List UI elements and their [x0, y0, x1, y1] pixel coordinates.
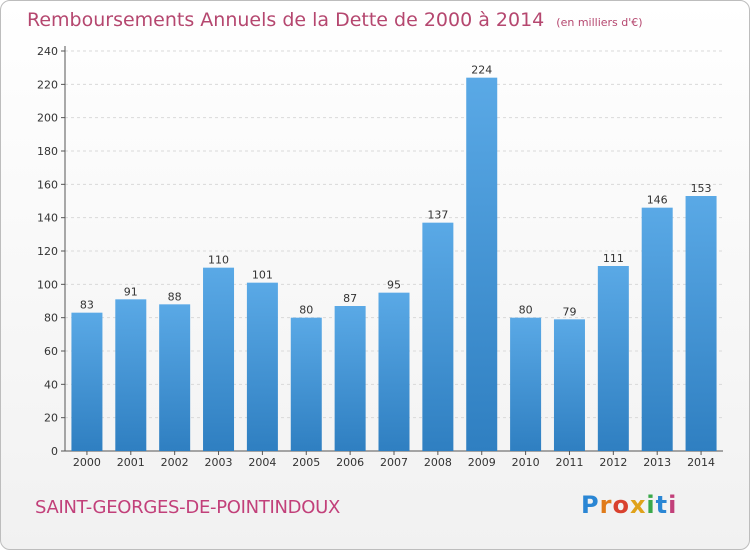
data-label: 83: [80, 299, 94, 312]
data-label: 91: [124, 285, 138, 298]
x-tick-label: 2006: [336, 456, 364, 469]
logo-letter: o: [612, 491, 630, 519]
y-tick-label: 160: [37, 178, 58, 191]
chart-title: Remboursements Annuels de la Dette de 20…: [27, 9, 643, 31]
bar: [597, 266, 629, 451]
y-tick-label: 20: [44, 412, 58, 425]
bar: [685, 196, 717, 451]
bar: [246, 282, 278, 451]
chart-title-text: Remboursements Annuels de la Dette de 20…: [27, 9, 545, 31]
x-tick-label: 2010: [512, 456, 540, 469]
logo-letter: P: [581, 491, 600, 519]
logo-letter: x: [629, 491, 647, 519]
data-label: 80: [519, 304, 533, 317]
x-tick-label: 2001: [117, 456, 145, 469]
x-tick-label: 2014: [687, 456, 715, 469]
logo-letter: i: [646, 491, 656, 519]
logo-letter: i: [668, 491, 678, 519]
y-tick-label: 120: [37, 245, 58, 258]
x-tick-label: 2000: [73, 456, 101, 469]
logo-letter: r: [599, 491, 613, 519]
x-tick-label: 2008: [424, 456, 452, 469]
y-tick-label: 240: [37, 45, 58, 58]
bar: [159, 304, 191, 451]
town-name: SAINT-GEORGES-DE-POINTINDOUX: [35, 497, 341, 518]
y-tick-label: 100: [37, 278, 58, 291]
x-tick-label: 2011: [555, 456, 583, 469]
bar: [290, 317, 322, 451]
data-label: 101: [252, 269, 273, 282]
bar: [115, 299, 147, 451]
bar: [641, 207, 673, 451]
data-label: 153: [691, 182, 712, 195]
y-tick-label: 180: [37, 145, 58, 158]
data-label: 111: [603, 252, 624, 265]
data-label: 146: [647, 194, 668, 207]
data-label: 80: [299, 304, 313, 317]
data-label: 88: [168, 290, 182, 303]
bar: [203, 267, 235, 451]
y-tick-label: 40: [44, 378, 58, 391]
x-tick-label: 2009: [468, 456, 496, 469]
data-label: 110: [208, 254, 229, 267]
bar: [334, 306, 366, 451]
data-label: 137: [427, 209, 448, 222]
y-tick-label: 60: [44, 345, 58, 358]
x-tick-label: 2002: [161, 456, 189, 469]
x-tick-label: 2013: [643, 456, 671, 469]
y-tick-label: 80: [44, 312, 58, 325]
data-label: 87: [343, 292, 357, 305]
data-label: 95: [387, 279, 401, 292]
logo-letter: t: [655, 491, 669, 519]
data-label: 224: [471, 64, 492, 77]
x-tick-label: 2007: [380, 456, 408, 469]
x-tick-label: 2003: [205, 456, 233, 469]
bar: [510, 317, 542, 451]
x-tick-label: 2005: [292, 456, 320, 469]
bar: [71, 312, 103, 451]
y-tick-label: 220: [37, 78, 58, 91]
bar: [553, 319, 585, 451]
x-tick-label: 2012: [599, 456, 627, 469]
proxiti-logo: Proxiti: [581, 491, 677, 519]
bar: [422, 222, 454, 451]
y-tick-label: 0: [51, 445, 58, 458]
chart-unit: (en milliers d'€): [556, 16, 643, 29]
bar: [378, 292, 410, 451]
y-tick-label: 200: [37, 112, 58, 125]
bar: [466, 77, 498, 452]
data-label: 79: [562, 305, 576, 318]
x-tick-label: 2004: [248, 456, 276, 469]
y-tick-label: 140: [37, 212, 58, 225]
